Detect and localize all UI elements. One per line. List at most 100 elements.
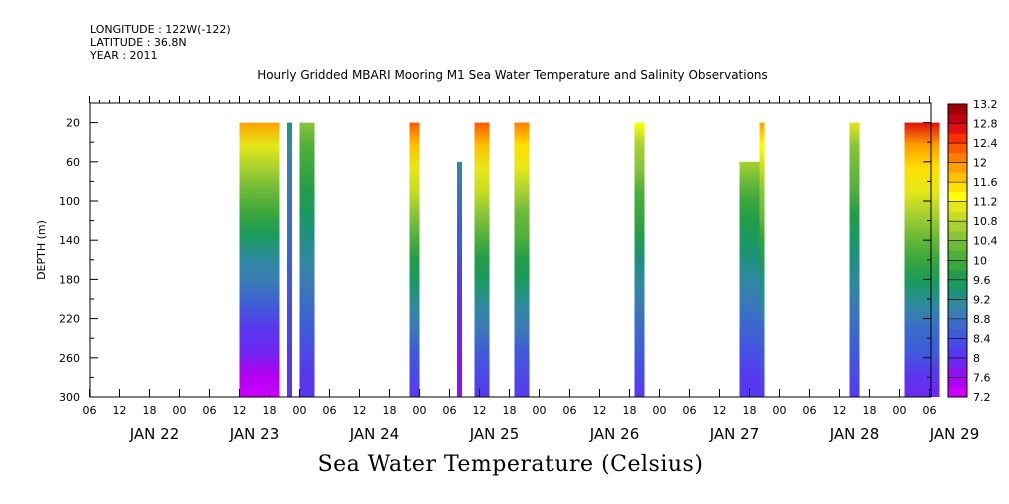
colorbar-swatch xyxy=(948,240,967,251)
x-tick-label: 00 xyxy=(413,404,427,417)
colorbar-tick-label: 10.4 xyxy=(973,235,998,248)
x-tick-label: 12 xyxy=(113,404,127,417)
colorbar-tick-label: 8.4 xyxy=(973,332,991,345)
x-tick-label: 06 xyxy=(83,404,97,417)
colorbar-swatch xyxy=(948,279,967,290)
date-label: JAN 29 xyxy=(929,425,980,443)
colorbar-swatch xyxy=(948,182,967,193)
colorbar-tick-label: 9.2 xyxy=(973,293,991,306)
temperature-column xyxy=(634,122,645,397)
colorbar-tick-label: 7.2 xyxy=(973,391,991,404)
temperature-column xyxy=(457,161,462,397)
latitude-label: LATITUDE : 36.8N xyxy=(90,36,187,49)
colorbar-swatch xyxy=(948,377,967,388)
colorbar-swatch xyxy=(948,113,967,124)
colorbar-swatch xyxy=(948,221,967,232)
colorbar-tick-label: 12.4 xyxy=(973,137,998,150)
x-tick-label: 12 xyxy=(353,404,367,417)
y-tick-label: 100 xyxy=(59,195,80,208)
temperature-column xyxy=(287,122,292,397)
colorbar-tick-label: 9.6 xyxy=(973,274,991,287)
y-tick-label: 60 xyxy=(66,156,80,169)
y-tick-label: 180 xyxy=(59,273,80,286)
colorbar-swatch xyxy=(948,152,967,163)
colorbar-swatch xyxy=(948,318,967,330)
colorbar-swatch xyxy=(948,289,967,300)
colorbar-swatch xyxy=(948,123,967,134)
x-tick-label: 06 xyxy=(443,404,457,417)
colorbar-tick-label: 12 xyxy=(973,157,987,170)
colorbar-swatch xyxy=(948,201,967,212)
date-label: JAN 25 xyxy=(469,425,520,443)
colorbar-swatch xyxy=(948,191,967,203)
colorbar-swatch xyxy=(948,250,967,261)
colorbar-swatch xyxy=(948,162,967,173)
colorbar-swatch xyxy=(948,299,967,310)
x-tick-label: 00 xyxy=(293,404,307,417)
date-label: JAN 26 xyxy=(589,425,640,443)
colorbar-tick-label: 10 xyxy=(973,254,987,267)
x-tick-label: 00 xyxy=(173,404,187,417)
x-tick-label: 18 xyxy=(263,404,277,417)
colorbar: 7.2 7.6 8 8.4 8.8 9.2 9.6 10 10.4 10.8 11.2 11.6 12 1… xyxy=(947,98,998,404)
temperature-column xyxy=(759,122,765,397)
x-tick-label: 06 xyxy=(923,404,937,417)
longitude-label: LONGITUDE : 122W(-122) xyxy=(90,23,231,36)
colorbar-swatch xyxy=(948,338,967,349)
x-tick-label: 06 xyxy=(803,404,817,417)
date-label: JAN 24 xyxy=(349,425,400,443)
x-tick-label: 18 xyxy=(383,404,397,417)
colorbar-title: Sea Water Temperature (Celsius) xyxy=(317,452,704,477)
x-axis-ticks: 06 12 18 00 06 12 18 00 06 12 18 00 06 12 18 00 06 12 18 00… xyxy=(83,96,980,443)
colorbar-tick-label: 13.2 xyxy=(973,98,998,111)
date-label: JAN 28 xyxy=(829,425,880,443)
colorbar-swatch xyxy=(948,230,967,242)
colorbar-swatch xyxy=(948,143,967,154)
y-tick-label: 220 xyxy=(59,313,80,326)
x-tick-label: 00 xyxy=(533,404,547,417)
temperature-columns xyxy=(239,122,940,397)
x-tick-label: 18 xyxy=(743,404,757,417)
x-tick-label: 06 xyxy=(203,404,217,417)
x-tick-label: 06 xyxy=(683,404,697,417)
colorbar-swatch xyxy=(948,172,967,183)
colorbar-swatch xyxy=(948,211,967,222)
x-tick-label: 12 xyxy=(233,404,247,417)
colorbar-tick-label: 11.2 xyxy=(973,196,998,209)
colorbar-tick-label: 8 xyxy=(973,352,980,365)
plot-frame xyxy=(89,102,932,398)
y-tick-label: 20 xyxy=(66,117,80,130)
colorbar-swatch xyxy=(948,104,967,115)
x-tick-label: 06 xyxy=(563,404,577,417)
y-tick-label: 140 xyxy=(59,234,80,247)
temperature-column xyxy=(849,122,860,397)
temperature-column xyxy=(239,122,280,397)
x-tick-label: 18 xyxy=(143,404,157,417)
colorbar-tick-label: 11.6 xyxy=(973,176,998,189)
temperature-column xyxy=(739,161,760,397)
y-tick-label: 260 xyxy=(59,352,80,365)
x-tick-label: 00 xyxy=(773,404,787,417)
colorbar-tick-label: 12.8 xyxy=(973,118,998,131)
x-tick-label: 12 xyxy=(473,404,487,417)
colorbar-swatch xyxy=(948,270,967,281)
year-label: YEAR : 2011 xyxy=(90,49,158,62)
temperature-column xyxy=(299,122,315,397)
y-axis-label: DEPTH (m) xyxy=(35,220,48,280)
temperature-column xyxy=(474,122,490,397)
date-label: JAN 27 xyxy=(709,425,760,443)
x-tick-label: 12 xyxy=(713,404,727,417)
x-tick-label: 18 xyxy=(503,404,517,417)
x-tick-label: 00 xyxy=(893,404,907,417)
y-tick-label: 300 xyxy=(59,391,80,404)
colorbar-swatch xyxy=(948,133,967,144)
temperature-column xyxy=(904,122,940,397)
temperature-column xyxy=(514,122,530,397)
x-tick-label: 12 xyxy=(593,404,607,417)
x-tick-label: 06 xyxy=(323,404,337,417)
colorbar-swatch xyxy=(948,367,967,378)
colorbar-tick-label: 10.8 xyxy=(973,215,998,228)
x-tick-label: 00 xyxy=(653,404,667,417)
x-tick-label: 12 xyxy=(833,404,847,417)
